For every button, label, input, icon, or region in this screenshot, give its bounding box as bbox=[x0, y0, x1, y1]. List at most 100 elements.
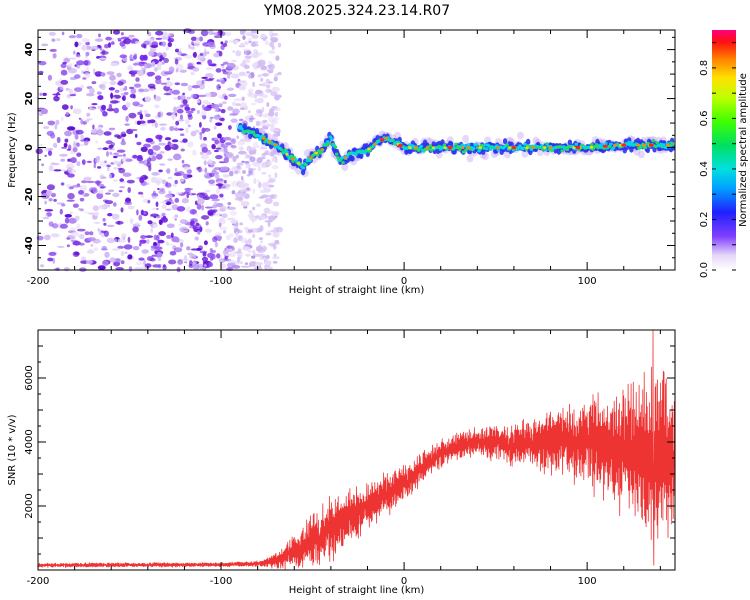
noise-blob bbox=[268, 50, 276, 54]
y-tick-label: -20 bbox=[24, 187, 35, 205]
noise-blob bbox=[146, 256, 154, 262]
noise-blob bbox=[111, 248, 120, 251]
noise-blob bbox=[47, 120, 56, 126]
noise-blob bbox=[60, 63, 67, 69]
noise-blob bbox=[265, 254, 270, 260]
noise-blob bbox=[155, 134, 163, 140]
noise-blob bbox=[212, 236, 218, 243]
noise-blob bbox=[226, 87, 234, 91]
noise-blob bbox=[237, 140, 246, 146]
signal-core bbox=[285, 150, 289, 154]
noise-blob bbox=[164, 81, 174, 87]
noise-blob bbox=[59, 208, 63, 215]
noise-blob bbox=[160, 201, 167, 204]
noise-blob bbox=[138, 160, 145, 164]
noise-blob bbox=[106, 237, 115, 244]
noise-blob bbox=[175, 70, 179, 73]
noise-blob bbox=[267, 215, 276, 221]
noise-blob bbox=[68, 88, 74, 95]
noise-blob bbox=[218, 161, 226, 164]
noise-blob bbox=[91, 81, 97, 85]
noise-blob bbox=[60, 158, 66, 162]
noise-blob bbox=[147, 200, 151, 204]
y-tick-label: 0 bbox=[24, 144, 35, 151]
noise-blob bbox=[80, 208, 84, 212]
noise-blob bbox=[241, 62, 246, 66]
noise-blob bbox=[113, 107, 120, 114]
noise-blob bbox=[261, 94, 269, 99]
noise-blob bbox=[66, 184, 72, 188]
noise-blob bbox=[80, 84, 84, 89]
noise-blob bbox=[213, 126, 217, 130]
noise-blob bbox=[186, 96, 191, 100]
noise-blob bbox=[68, 67, 77, 74]
noise-blob bbox=[266, 102, 270, 107]
noise-blob bbox=[102, 260, 109, 267]
noise-blob bbox=[187, 141, 194, 148]
noise-blob bbox=[209, 172, 215, 178]
noise-blob bbox=[104, 160, 107, 163]
signal-core bbox=[609, 142, 613, 146]
noise-blob bbox=[183, 255, 188, 261]
noise-blob bbox=[73, 50, 76, 55]
noise-blob bbox=[47, 150, 53, 157]
noise-blob bbox=[133, 267, 143, 270]
noise-blob bbox=[154, 95, 161, 102]
noise-blob bbox=[119, 178, 124, 182]
snr-x-axis-label: Height of straight line (km) bbox=[289, 585, 425, 596]
noise-blob bbox=[101, 104, 106, 111]
noise-blob bbox=[76, 60, 85, 66]
noise-blob bbox=[141, 67, 146, 72]
noise-blob bbox=[174, 179, 178, 185]
noise-blob bbox=[68, 57, 77, 60]
noise-blob bbox=[160, 126, 166, 131]
noise-blob bbox=[222, 42, 228, 47]
noise-blob bbox=[252, 170, 255, 177]
noise-blob bbox=[183, 173, 190, 179]
noise-blob bbox=[183, 166, 190, 171]
noise-blob bbox=[96, 180, 100, 186]
noise-blob bbox=[78, 117, 82, 120]
signal-core bbox=[574, 142, 579, 146]
noise-blob bbox=[61, 146, 68, 149]
noise-blob bbox=[244, 51, 248, 55]
signal-core bbox=[304, 163, 308, 167]
noise-blob bbox=[187, 84, 193, 92]
signal-peak bbox=[343, 156, 348, 160]
noise-blob bbox=[240, 201, 250, 207]
noise-blob bbox=[272, 38, 278, 43]
noise-blob bbox=[139, 239, 147, 244]
noise-blob bbox=[151, 254, 157, 257]
noise-blob bbox=[124, 251, 128, 255]
noise-blob bbox=[169, 250, 177, 256]
signal-core bbox=[604, 141, 608, 146]
noise-blob bbox=[177, 95, 181, 101]
noise-blob bbox=[185, 110, 194, 114]
noise-blob bbox=[202, 114, 207, 120]
noise-blob bbox=[133, 62, 139, 66]
noise-blob bbox=[274, 239, 280, 245]
noise-blob bbox=[138, 214, 143, 221]
noise-blob bbox=[272, 232, 280, 238]
noise-blob bbox=[100, 51, 109, 55]
noise-blob bbox=[266, 69, 274, 73]
signal-core bbox=[629, 141, 634, 145]
noise-blob bbox=[219, 217, 224, 223]
signal-peak bbox=[291, 157, 295, 161]
noise-blob bbox=[201, 104, 205, 110]
noise-blob bbox=[226, 249, 233, 253]
noise-blob bbox=[89, 106, 92, 109]
noise-blob bbox=[249, 261, 258, 267]
noise-blob bbox=[97, 95, 104, 101]
noise-blob bbox=[136, 261, 143, 266]
noise-blob bbox=[116, 72, 122, 78]
noise-blob bbox=[125, 158, 133, 162]
noise-blob bbox=[130, 88, 137, 94]
noise-blob bbox=[130, 129, 138, 131]
noise-blob bbox=[66, 148, 71, 151]
chart-title: YM08.2025.324.23.14.R07 bbox=[263, 3, 450, 19]
noise-blob bbox=[223, 180, 227, 184]
noise-blob bbox=[246, 71, 251, 74]
x-tick-label: -200 bbox=[27, 276, 50, 287]
noise-blob bbox=[109, 72, 114, 77]
